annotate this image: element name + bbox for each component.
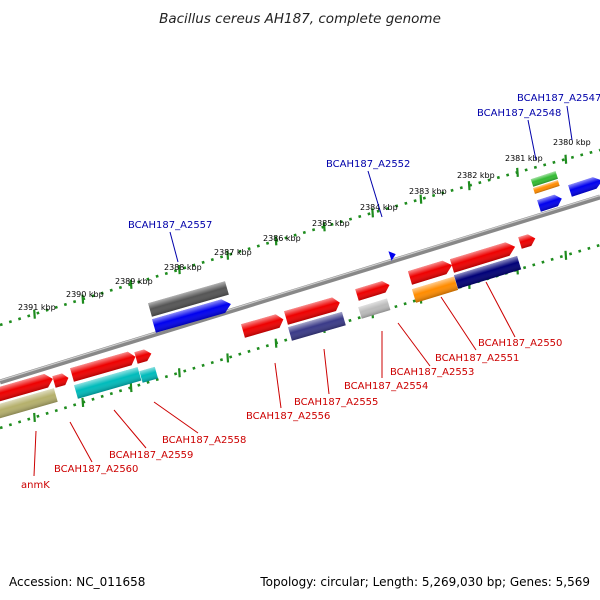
leader-lines: [33, 105, 573, 477]
tick-label: 2391 kbp: [18, 303, 56, 312]
tick-label: 2390 kbp: [66, 290, 104, 299]
genome-backbone: [0, 194, 600, 385]
gene-label[interactable]: BCAH187_A2551: [435, 353, 519, 364]
major-tick: [516, 167, 519, 177]
gene-feature-A2555-red[interactable]: [284, 296, 342, 325]
major-tick: [81, 397, 85, 408]
tick-label: 2382 kbp: [457, 171, 495, 180]
gene-feature-A2551-red[interactable]: [449, 240, 517, 273]
gene-label[interactable]: anmK: [21, 480, 50, 491]
major-tick: [322, 222, 326, 232]
major-tick: [178, 265, 181, 275]
gene-feature-A2557-blue[interactable]: [152, 297, 233, 333]
tick-label: 2389 kbp: [115, 277, 153, 286]
gene-labels: BCAH187_A2547 BCAH187_A2548 BCAH187_A255…: [21, 93, 600, 491]
tick-label: 2380 kbp: [553, 138, 591, 147]
gene-feature-A2547[interactable]: [568, 175, 600, 197]
gene-feature-anmK-olive[interactable]: [0, 388, 58, 419]
gene-label[interactable]: BCAH187_A2560: [54, 464, 138, 475]
gene-feature-A2559-red[interactable]: [70, 350, 137, 382]
major-tick: [419, 194, 423, 204]
gene-label[interactable]: BCAH187_A2557: [128, 220, 212, 231]
gene-label[interactable]: BCAH187_A2552: [326, 159, 410, 170]
tick-label: 2387 kbp: [214, 248, 252, 257]
major-tick: [129, 383, 133, 393]
gene-label[interactable]: BCAH187_A2556: [246, 411, 330, 422]
gene-label[interactable]: BCAH187_A2555: [294, 397, 378, 408]
gene-feature-A2548-green[interactable]: [530, 171, 558, 187]
tick-label: 2383 kbp: [409, 187, 447, 196]
major-tick: [81, 294, 85, 304]
gene-label[interactable]: BCAH187_A2558: [162, 435, 246, 446]
gene-feature-A2552[interactable]: [388, 249, 397, 261]
tick-label: 2388 kbp: [164, 263, 202, 272]
tick-label: 2381 kbp: [505, 154, 543, 163]
gene-feature-A2554-gray[interactable]: [358, 298, 391, 319]
major-tick: [274, 338, 278, 348]
gene-label[interactable]: BCAH187_A2553: [390, 367, 474, 378]
major-tick: [467, 181, 471, 191]
major-tick: [129, 279, 133, 289]
gene-feature-A2559-cyan[interactable]: [74, 367, 142, 399]
gene-feature-A2550[interactable]: [453, 256, 522, 289]
tick-label: 2386 kbp: [263, 234, 301, 243]
major-tick: [371, 208, 374, 218]
major-tick: [226, 353, 230, 363]
gene-feature-A2549[interactable]: [518, 233, 537, 249]
major-ticks: [33, 154, 568, 422]
gene-feature-A2554-red[interactable]: [355, 279, 391, 301]
gene-features: [0, 171, 600, 419]
gene-feature-A2557-gray[interactable]: [148, 281, 229, 317]
gene-feature-A2553-orange[interactable]: [411, 276, 459, 303]
gene-label[interactable]: BCAH187_A2550: [478, 338, 562, 349]
gene-feature-A2555-navy[interactable]: [288, 311, 346, 341]
gene-label[interactable]: BCAH187_A2547: [517, 93, 600, 104]
gene-feature-A2548-blue[interactable]: [537, 193, 564, 212]
genome-summary-text: Topology: circular; Length: 5,269,030 bp…: [259, 575, 590, 589]
gene-feature-anmK-red[interactable]: [0, 372, 55, 402]
major-tick: [564, 154, 568, 164]
gene-label[interactable]: BCAH187_A2559: [109, 450, 193, 461]
major-tick: [33, 309, 36, 319]
gene-label[interactable]: BCAH187_A2548: [477, 108, 561, 119]
gene-feature-A2558-red[interactable]: [134, 348, 153, 364]
gene-feature-A2548-orange[interactable]: [533, 180, 560, 194]
gene-feature-A2556[interactable]: [241, 313, 285, 338]
gene-feature-A2560-red[interactable]: [52, 372, 70, 388]
tick-label: 2385 kbp: [312, 219, 350, 228]
upper-tick-track: [0, 148, 600, 327]
major-tick: [178, 368, 181, 378]
gene-label[interactable]: BCAH187_A2554: [344, 381, 428, 392]
major-tick: [33, 412, 36, 422]
gene-feature-A2558-cyan[interactable]: [139, 366, 159, 383]
gene-feature-A2553-red[interactable]: [407, 258, 454, 285]
major-tick: [564, 250, 568, 260]
major-tick: [226, 250, 230, 260]
major-tick: [274, 236, 278, 246]
map-title: Bacillus cereus AH187, complete genome: [159, 11, 441, 27]
accession-text: Accession: NC_011658: [9, 575, 145, 589]
